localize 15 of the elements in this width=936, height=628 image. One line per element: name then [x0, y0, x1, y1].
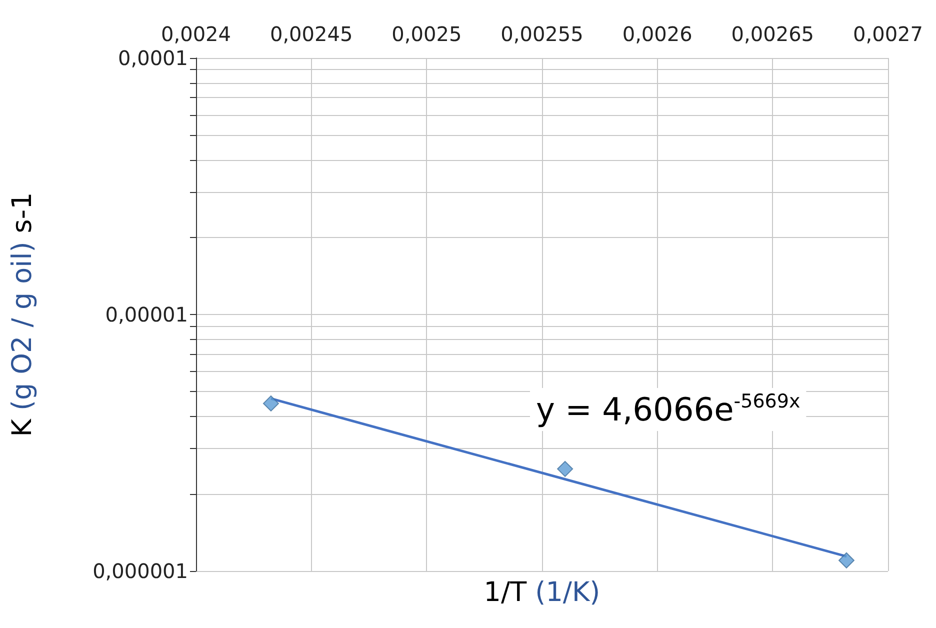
- x-tick-label: 0,00245: [270, 22, 353, 46]
- y-tick-label: 0,000001: [92, 559, 188, 583]
- y-axis-title: K (g O2 / g oil) s-1: [7, 192, 38, 437]
- y-tick-label: 0,0001: [118, 46, 188, 70]
- x-tick-label: 0,00255: [500, 22, 584, 46]
- x-tick-label: 0,0027: [853, 22, 923, 46]
- x-tick-label: 0,0024: [161, 22, 231, 46]
- point: [557, 460, 574, 477]
- x-axis-title: 1/T (1/K): [484, 577, 600, 608]
- x-tick-label: 0,0025: [392, 22, 462, 46]
- x-tick-label: 0,0026: [622, 22, 692, 46]
- y-tick-label: 0,00001: [105, 302, 188, 326]
- point: [262, 395, 279, 412]
- x-tick-label: 0,00265: [731, 22, 814, 46]
- point: [838, 552, 854, 568]
